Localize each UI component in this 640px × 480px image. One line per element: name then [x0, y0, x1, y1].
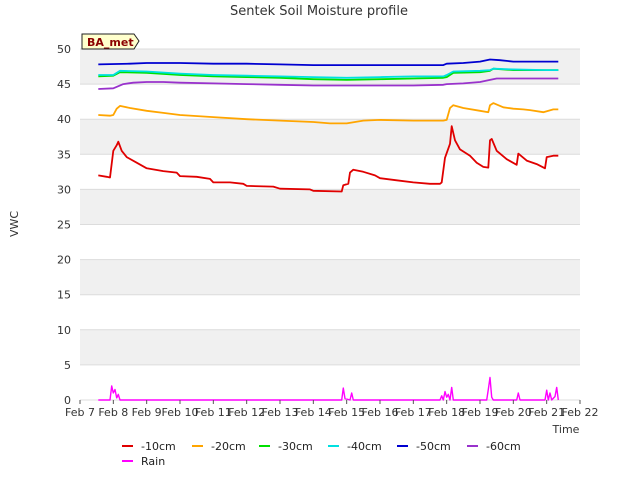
series-line-20cm [98, 102, 559, 125]
y-tick-label: 10 [57, 324, 71, 337]
x-tick-label: Feb 21 [528, 406, 565, 419]
y-tick-label: 0 [64, 394, 71, 407]
legend-label: -30cm [278, 440, 313, 453]
x-tick-label: Feb 18 [428, 406, 465, 419]
x-tick-label: Feb 17 [395, 406, 432, 419]
y-tick-label: 15 [57, 289, 71, 302]
x-tick-label: Feb 15 [328, 406, 365, 419]
y-axis-ticks: 0 5 10 15 20 25 30 35 40 45 50 [57, 43, 71, 407]
x-tick-label: Feb 22 [562, 406, 599, 419]
y-tick-label: 35 [57, 148, 71, 161]
y-tick-label: 45 [57, 78, 71, 91]
x-tick-label: Feb 13 [262, 406, 299, 419]
x-tick-label: Feb 20 [495, 406, 532, 419]
x-tick-label: Feb 11 [195, 406, 232, 419]
plot-band [80, 119, 580, 155]
legend-label: Rain [141, 455, 165, 468]
plot-band [80, 259, 580, 295]
x-tick-label: Feb 8 [98, 406, 128, 419]
series-line-60cm [98, 77, 559, 90]
x-tick-label: Feb 19 [462, 406, 499, 419]
y-axis-label: VWC [8, 211, 21, 237]
legend-label: -10cm [141, 440, 176, 453]
x-tick-label: Feb 16 [362, 406, 399, 419]
x-tick-label: Feb 14 [295, 406, 332, 419]
x-tick-label: Feb 10 [162, 406, 199, 419]
y-tick-label: 30 [57, 183, 71, 196]
series-line-40cm [98, 67, 559, 79]
legend-label: -20cm [211, 440, 246, 453]
site-badge: BA_met [81, 33, 140, 50]
plot-band [80, 189, 580, 225]
x-tick-label: Feb 9 [132, 406, 162, 419]
legend-label: -50cm [416, 440, 451, 453]
site-badge-box [81, 33, 140, 50]
series-line-10cm [98, 125, 559, 193]
y-tick-label: 5 [64, 359, 71, 372]
y-tick-label: 40 [57, 113, 71, 126]
chart-title: Sentek Soil Moisture profile [230, 4, 408, 19]
legend-label: -60cm [486, 440, 521, 453]
x-tick-label: Feb 12 [228, 406, 265, 419]
plot-band [80, 329, 580, 365]
y-tick-label: 20 [57, 254, 71, 267]
site-badge-label: BA_met [87, 36, 134, 49]
series-lines [98, 58, 559, 401]
x-axis-label: Time [552, 423, 580, 436]
x-tick-label: Feb 7 [65, 406, 95, 419]
chart-legend: -10cm -20cm -30cm -40cm -50cm -60cm Rain [122, 440, 521, 468]
y-tick-label: 25 [57, 219, 71, 232]
legend-label: -40cm [347, 440, 382, 453]
y-tick-label: 50 [57, 43, 71, 56]
series-line-50cm [98, 58, 559, 66]
series-line-rain [98, 376, 559, 401]
